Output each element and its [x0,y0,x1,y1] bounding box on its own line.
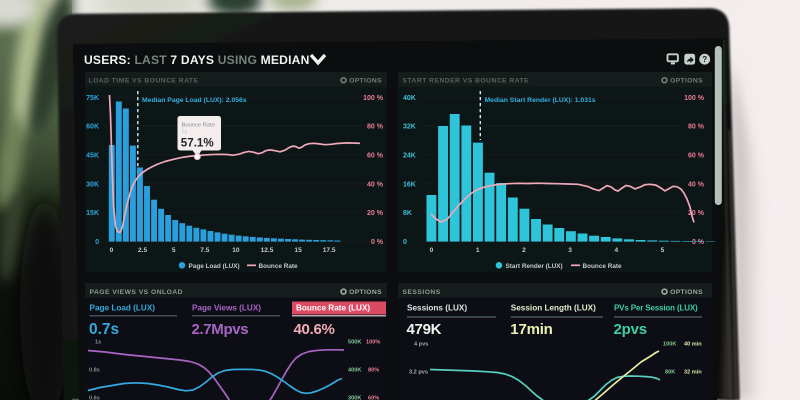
svg-text:2.5: 2.5 [138,247,147,254]
svg-text:0: 0 [430,247,434,254]
svg-text:5: 5 [172,247,176,254]
svg-text:100 %: 100 % [363,95,384,102]
svg-text:80 %: 80 % [367,124,384,131]
svg-text:100K: 100K [663,342,676,348]
svg-text:2pvs: 2pvs [614,321,647,338]
svg-text:3.2 pvs: 3.2 pvs [409,370,428,376]
svg-text:32 min: 32 min [684,370,702,376]
svg-text:57.1%: 57.1% [181,137,214,150]
svg-text:24K: 24K [403,153,416,160]
svg-text:4 pvs: 4 pvs [414,342,428,348]
svg-text:SESSIONS: SESSIONS [403,289,441,296]
svg-text:PAGE VIEWS VS ONLOAD: PAGE VIEWS VS ONLOAD [90,289,183,296]
svg-text:1s: 1s [95,340,101,346]
svg-text:1: 1 [476,247,480,254]
svg-text:Bounce Rate: Bounce Rate [583,263,623,270]
svg-text:Median Start Render (LUX): 1.0: Median Start Render (LUX): 1.031s [485,97,596,104]
svg-text:0: 0 [403,239,407,246]
svg-text:0.6s: 0.6s [89,396,100,400]
svg-text:40 %: 40 % [367,181,384,188]
svg-text:0.7s: 0.7s [89,321,119,338]
svg-text:15: 15 [294,247,302,254]
svg-text:80%: 80% [368,368,379,374]
svg-text:Bounce Rate: Bounce Rate [259,263,299,270]
svg-text:Bounce Rate: Bounce Rate [182,123,216,129]
svg-text:10: 10 [232,247,240,254]
svg-text:Page Views (LUX): Page Views (LUX) [192,304,261,313]
svg-text:40 min: 40 min [684,342,702,348]
svg-text:40.6%: 40.6% [294,321,335,338]
svg-text:OPTIONS: OPTIONS [349,289,382,296]
svg-text:3: 3 [568,247,572,254]
svg-text:17.5: 17.5 [323,247,336,254]
svg-text:16K: 16K [403,181,416,188]
svg-text:7.5: 7.5 [200,247,209,254]
svg-text:7s: 7s [182,130,188,136]
svg-text:LOAD TIME VS BOUNCE RATE: LOAD TIME VS BOUNCE RATE [89,77,199,84]
svg-text:?: ? [702,55,707,64]
svg-text:17min: 17min [510,321,552,338]
svg-text:Page Load (LUX): Page Load (LUX) [189,263,240,270]
svg-text:5: 5 [661,247,665,254]
svg-text:0.8s: 0.8s [89,368,100,374]
svg-text:60 %: 60 % [688,153,705,160]
svg-text:OPTIONS: OPTIONS [670,78,703,85]
svg-text:20 %: 20 % [688,210,705,217]
svg-text:Start Render (LUX): Start Render (LUX) [506,263,563,270]
svg-text:START RENDER VS BOUNCE RATE: START RENDER VS BOUNCE RATE [403,77,530,84]
svg-text:0: 0 [110,247,114,254]
svg-text:400K: 400K [348,368,361,374]
svg-text:PVs Per Session (LUX): PVs Per Session (LUX) [614,304,698,313]
svg-text:32K: 32K [403,124,416,131]
svg-text:45K: 45K [86,153,99,160]
svg-text:100 %: 100 % [684,95,705,102]
svg-text:40K: 40K [403,95,416,102]
svg-text:80K: 80K [665,370,675,376]
svg-text:USERS: LAST 7 DAYS USING MEDIA: USERS: LAST 7 DAYS USING MEDIAN [84,53,310,67]
svg-text:100%: 100% [366,340,380,346]
svg-text:80 %: 80 % [688,124,705,131]
svg-text:40 %: 40 % [688,181,705,188]
svg-text:2: 2 [522,247,526,254]
svg-text:500K: 500K [348,340,361,346]
svg-text:Session Length (LUX): Session Length (LUX) [511,304,596,313]
svg-text:Sessions (LUX): Sessions (LUX) [407,304,467,313]
svg-text:Page Load (LUX): Page Load (LUX) [90,304,156,313]
svg-text:12.5: 12.5 [261,247,274,254]
svg-text:15K: 15K [86,210,99,217]
svg-text:Bounce Rate (LUX): Bounce Rate (LUX) [296,304,370,313]
svg-text:60K: 60K [86,124,99,131]
svg-text:Median Page Load (LUX): 2.056s: Median Page Load (LUX): 2.056s [142,97,247,104]
svg-text:OPTIONS: OPTIONS [349,78,382,85]
svg-text:0: 0 [95,239,99,246]
svg-text:0 %: 0 % [371,239,384,246]
svg-text:75K: 75K [86,95,99,102]
svg-text:2.7Mpvs: 2.7Mpvs [192,321,249,338]
svg-text:0 %: 0 % [692,239,705,246]
svg-text:8K: 8K [403,210,412,217]
svg-text:60%: 60% [368,396,379,400]
svg-text:4: 4 [614,247,618,254]
svg-text:OPTIONS: OPTIONS [670,289,703,296]
svg-text:60 %: 60 % [367,153,384,160]
svg-text:20 %: 20 % [367,210,384,217]
svg-text:30K: 30K [86,181,99,188]
svg-text:479K: 479K [407,321,442,338]
svg-text:300K: 300K [348,396,361,400]
